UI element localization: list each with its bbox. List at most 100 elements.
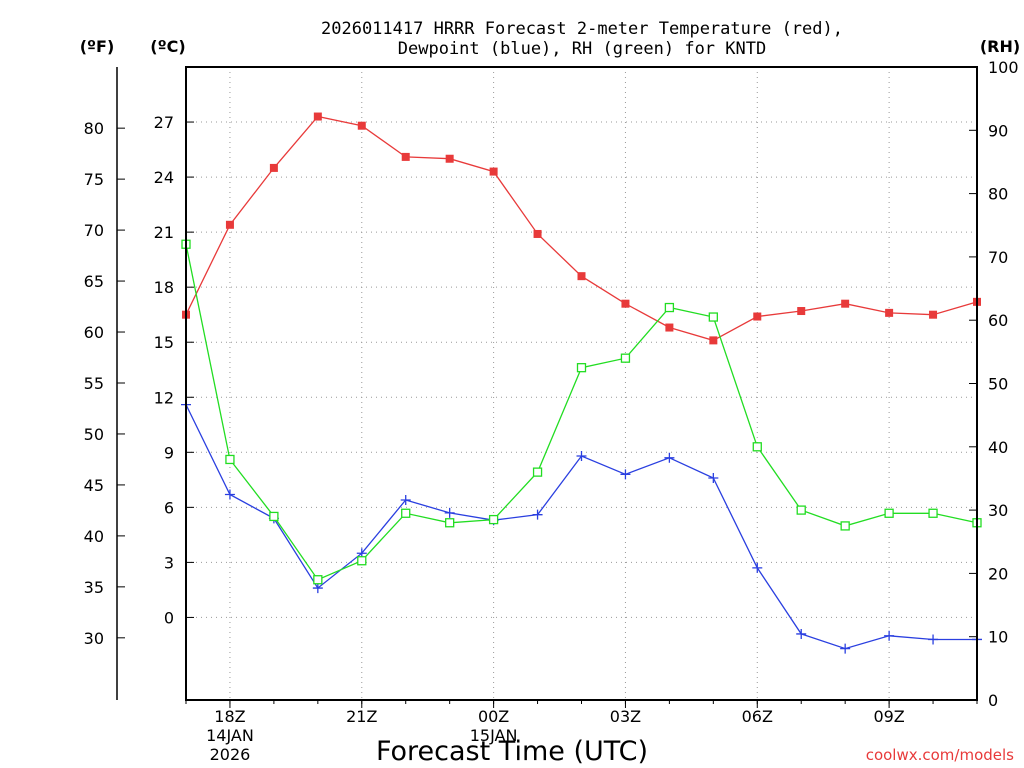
rh-tick-label: 70 (988, 248, 1008, 267)
dewpoint-data-point (928, 634, 939, 645)
dewpoint-data-point (576, 450, 587, 461)
rh-data-point (840, 521, 850, 531)
rh-unit-label: (RH) (980, 37, 1020, 56)
dewpoint-data-point (400, 495, 411, 506)
rh-tick-label: 60 (988, 311, 1008, 330)
fahrenheit-tick-label: 70 (84, 221, 104, 240)
fahrenheit-tick-label: 45 (84, 476, 104, 495)
credit-label: coolwx.com/models (866, 746, 1014, 764)
temperature-data-point (709, 336, 718, 345)
temperature-data-point (621, 299, 630, 308)
rh-data-point (576, 363, 587, 373)
dewpoint-data-point (708, 472, 719, 483)
temperature-data-point (401, 152, 410, 161)
dewpoint-data-point (532, 509, 543, 520)
celsius-tick-label: 9 (164, 443, 174, 462)
time-tick-label: 09Z (873, 707, 904, 726)
rh-axis: 0 10 20 30 40 50 60 70 80 90 100 (969, 58, 1019, 710)
date-label: 15JAN (470, 726, 518, 745)
rh-data-point (928, 508, 938, 518)
celsius-tick-label: 6 (164, 498, 174, 517)
temperature-data-point (225, 220, 234, 229)
fahrenheit-tick-label: 60 (84, 323, 104, 342)
series-layer (181, 112, 982, 654)
plot-frame (185, 66, 978, 701)
rh-data-point (401, 508, 411, 518)
dewpoint-data-point (752, 562, 763, 573)
fahrenheit-tick-label: 50 (84, 425, 104, 444)
rh-tick-label: 80 (988, 185, 1008, 204)
rh-data-point (664, 302, 675, 313)
fahrenheit-axis: 30 35 40 45 50 55 60 65 70 75 80 (84, 67, 125, 700)
celsius-tick-label: 0 (164, 608, 174, 627)
temperature-data-point (841, 299, 850, 308)
rh-data-point (796, 505, 806, 515)
celsius-tick-label: 18 (154, 278, 174, 297)
gridlines (186, 67, 977, 700)
dewpoint-data-point (312, 583, 323, 594)
dewpoint-data-point (796, 628, 807, 639)
fahrenheit-tick-label: 35 (84, 578, 104, 597)
temperature-data-point (489, 167, 498, 176)
celsius-tick-label: 27 (154, 113, 174, 132)
time-tick-label: 18Z (214, 707, 245, 726)
fahrenheit-tick-label: 65 (84, 272, 104, 291)
rh-tick-label: 40 (988, 438, 1008, 457)
fahrenheit-tick-label: 75 (84, 170, 104, 189)
time-tick-label: 03Z (610, 707, 641, 726)
rh-tick-label: 30 (988, 501, 1008, 520)
temperature-data-point (533, 229, 542, 238)
fahrenheit-tick-label: 40 (84, 527, 104, 546)
celsius-axis: 0 3 6 9 12 15 18 21 24 27 (154, 113, 194, 627)
x-axis-label: Forecast Time (UTC) (376, 736, 648, 767)
temperature-data-point (665, 323, 674, 332)
rh-data-point (752, 442, 762, 452)
celsius-tick-label: 21 (154, 223, 174, 242)
temperature-data-point (885, 308, 894, 317)
date-label: 14JAN (206, 726, 254, 745)
chart-title-line1: 2026011417 HRRR Forecast 2-meter Tempera… (321, 19, 843, 39)
fahrenheit-tick-label: 80 (84, 119, 104, 138)
temperature-data-point (577, 272, 586, 281)
celsius-tick-label: 3 (164, 553, 174, 572)
dewpoint-data-point (840, 643, 851, 654)
rh-tick-label: 90 (988, 121, 1008, 140)
rh-data-point (708, 312, 718, 322)
temperature-data-point (753, 312, 762, 321)
dewpoint-data-point (664, 452, 675, 463)
temperature-series-line (185, 115, 978, 342)
celsius-tick-label: 24 (154, 168, 174, 187)
dewpoint-data-point (884, 630, 895, 641)
temperature-data-point (445, 154, 454, 163)
dewpoint-series-line (185, 404, 977, 650)
rh-tick-label: 50 (988, 375, 1008, 394)
fahrenheit-unit-label: (ºF) (80, 37, 115, 56)
time-tick-label: 06Z (742, 707, 773, 726)
dewpoint-data-point (224, 489, 235, 500)
rh-data-point (357, 556, 367, 566)
rh-data-point (225, 454, 235, 465)
rh-data-point (620, 353, 631, 363)
rh-tick-label: 10 (988, 628, 1008, 647)
celsius-tick-label: 15 (154, 333, 174, 352)
rh-data-point (884, 508, 894, 518)
rh-data-point (269, 511, 279, 522)
year-label: 2026 (210, 745, 251, 764)
rh-data-point (532, 467, 543, 477)
rh-tick-label: 0 (988, 691, 998, 710)
rh-tick-label: 100 (988, 58, 1019, 77)
fahrenheit-tick-label: 55 (84, 374, 104, 393)
temperature-data-point (357, 121, 366, 130)
celsius-unit-label: (ºC) (150, 37, 185, 56)
temperature-data-point (269, 163, 278, 172)
rh-data-point (313, 575, 323, 585)
dewpoint-data-point (444, 507, 455, 518)
time-tick-label: 00Z (478, 707, 509, 726)
rh-data-point (445, 518, 455, 528)
chart-title-line2: Dewpoint (blue), RH (green) for KNTD (398, 39, 766, 59)
temperature-data-point (313, 112, 322, 121)
rh-tick-label: 20 (988, 564, 1008, 583)
temperature-data-point (929, 310, 938, 319)
